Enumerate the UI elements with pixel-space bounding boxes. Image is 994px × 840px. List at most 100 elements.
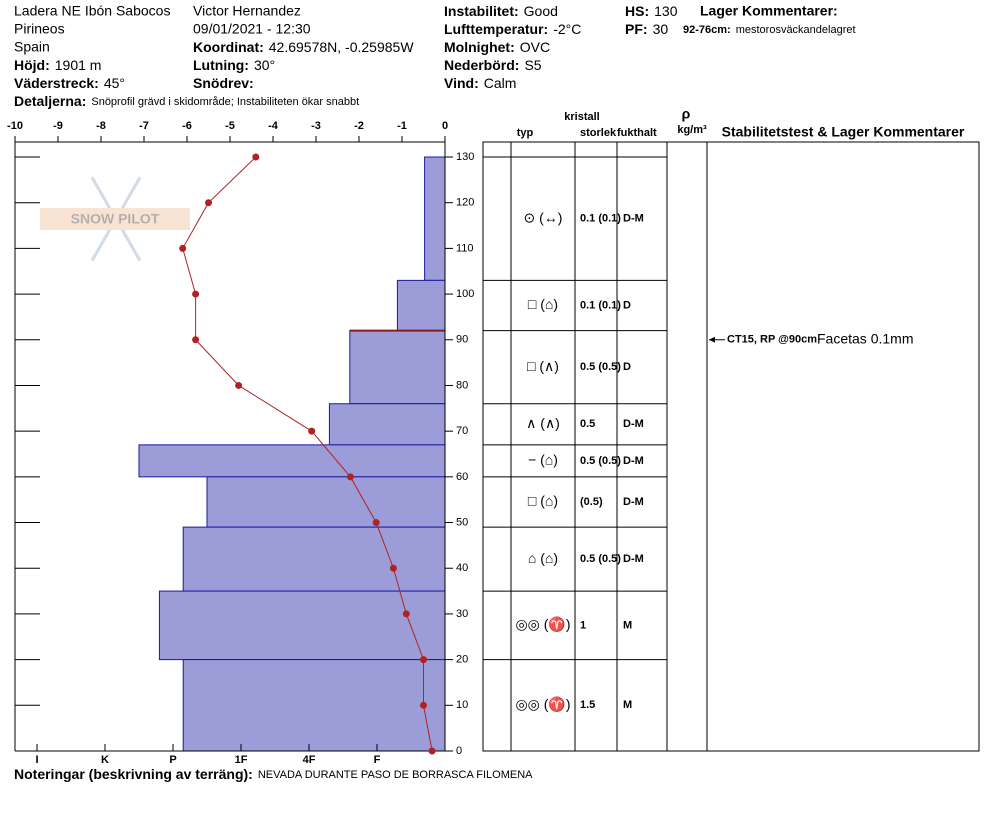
hardness-bar — [182, 659, 446, 752]
col-density-unit: kg/m³ — [677, 124, 707, 136]
location: Ladera NE Ibón Sabocos — [14, 3, 170, 19]
temperature-point — [308, 427, 316, 435]
temp-tick-label: -4 — [268, 120, 279, 132]
field-label: Koordinat: — [193, 39, 264, 55]
layer-size: 0.5 — [580, 418, 595, 430]
field: Noteringar (beskrivning av terräng): NEVA… — [14, 766, 533, 782]
temperature-point — [192, 290, 200, 298]
field: HS: 130 — [625, 3, 678, 19]
height-tick-label: 70 — [456, 425, 468, 437]
field-label: Höjd: — [14, 57, 50, 73]
field: Lufttemperatur: -2°C — [444, 21, 581, 37]
field: Väderstreck: 45° — [14, 75, 125, 91]
layer-moisture: D — [623, 361, 631, 373]
field-value: 1901 m — [55, 57, 102, 73]
field-value: mestorosväckandelagret — [736, 24, 856, 36]
watermark-flake — [114, 218, 142, 262]
watermark-flake — [114, 176, 142, 220]
col-density: ρ — [682, 106, 691, 122]
layer-size: 0.1 (0.1) — [580, 299, 621, 311]
field-label: HS: — [625, 3, 649, 19]
layer-size: 1 — [580, 619, 586, 631]
field-label: Molnighet: — [444, 39, 515, 55]
field-label: Nederbörd: — [444, 57, 519, 73]
field-value: 42.69578N, -0.25985W — [269, 39, 415, 55]
table-frame — [482, 141, 980, 752]
temperature-point — [346, 473, 354, 481]
hardness-tick-label: K — [101, 754, 109, 766]
field-value: NEVADA DURANTE PASO DE BORRASCA FILOMENA — [258, 769, 533, 781]
layer-size: (0.5) — [580, 496, 603, 508]
height-tick-label: 40 — [456, 562, 468, 574]
field: Molnighet: OVC — [444, 39, 550, 55]
temperature-point — [372, 519, 380, 527]
layer-size: 0.5 (0.5) — [580, 553, 621, 565]
height-tick-label: 50 — [456, 516, 468, 528]
layer-type: ◎◎ (♈) — [515, 616, 570, 633]
temp-tick-label: -7 — [139, 120, 149, 132]
layer-size: 0.5 (0.5) — [580, 361, 621, 373]
col-crystal: kristall — [564, 111, 599, 123]
watermark-band — [40, 208, 190, 230]
temp-tick-label: -9 — [53, 120, 63, 132]
temp-tick-label: -8 — [96, 120, 106, 132]
field-value: OVC — [520, 39, 550, 55]
hardness-tick-label: P — [169, 754, 176, 766]
field: 92-76cm: mestorosväckandelagret — [683, 24, 856, 36]
temperature-point — [252, 153, 260, 161]
hardness-bar — [206, 476, 446, 528]
field-value: Calm — [484, 75, 517, 91]
datetime: 09/01/2021 - 12:30 — [193, 21, 311, 37]
temp-tick-label: -2 — [354, 120, 364, 132]
col-type: typ — [517, 127, 534, 139]
country: Spain — [14, 39, 50, 55]
layer-moisture: D-M — [623, 418, 644, 430]
temperature-point — [420, 701, 427, 709]
height-tick-label: 80 — [456, 379, 468, 391]
col-moisture: fukthalt — [617, 127, 657, 139]
height-tick-label: 130 — [456, 151, 474, 163]
temperature-point — [179, 244, 187, 252]
temperature-point — [420, 656, 427, 664]
temperature-point — [389, 564, 397, 572]
temperature-point — [402, 610, 410, 618]
watermark-flake — [90, 218, 118, 262]
temp-tick-label: -6 — [182, 120, 192, 132]
field: Nederbörd: S5 — [444, 57, 542, 73]
field: Vind: Calm — [444, 75, 516, 91]
stability-test: CT15, RP @90cm — [727, 334, 817, 346]
hardness-bar — [424, 156, 446, 281]
height-tick-label: 110 — [456, 242, 474, 254]
field: PF: 30 — [625, 21, 668, 37]
layer-type: ◎◎ (♈) — [515, 696, 570, 713]
temperature-line — [182, 156, 433, 752]
hardness-bar — [138, 444, 446, 478]
hardness-tick-label: 1F — [235, 754, 248, 766]
layer-moisture: M — [623, 699, 632, 711]
watermark-flake — [90, 176, 118, 220]
field-label: 92-76cm: — [683, 24, 731, 36]
hardness-tick-label: 4F — [303, 754, 316, 766]
stability-comment: Facetas 0.1mm — [817, 330, 913, 346]
range: Pirineos — [14, 21, 65, 37]
field: Lutning: 30° — [193, 57, 275, 73]
col-size: storlek — [580, 127, 617, 139]
field-value: S5 — [524, 57, 541, 73]
field-value: 130 — [654, 3, 678, 19]
stability-arrowhead — [709, 336, 715, 343]
field: Koordinat: 42.69578N, -0.25985W — [193, 39, 414, 55]
field-value: Snöprofil grävd i skidområde; Instabilit… — [91, 96, 359, 108]
field: Snödrev: — [193, 75, 254, 91]
field-label: Lutning: — [193, 57, 249, 73]
field-label: Noteringar (beskrivning av terräng): — [14, 766, 253, 782]
field: Detaljerna: Snöprofil grävd i skidområde;… — [14, 93, 359, 109]
hardness-bar — [182, 526, 446, 592]
hardness-bar — [158, 590, 446, 661]
field-value: 30 — [653, 21, 669, 37]
layer-comments-title: Lager Kommentarer: — [700, 3, 838, 19]
layer-moisture: D-M — [623, 455, 644, 467]
temp-tick-label: 0 — [442, 120, 448, 132]
layer-type: ⊙ (↔) — [524, 209, 563, 225]
height-tick-label: 10 — [456, 699, 468, 711]
height-tick-label: 0 — [456, 745, 462, 757]
